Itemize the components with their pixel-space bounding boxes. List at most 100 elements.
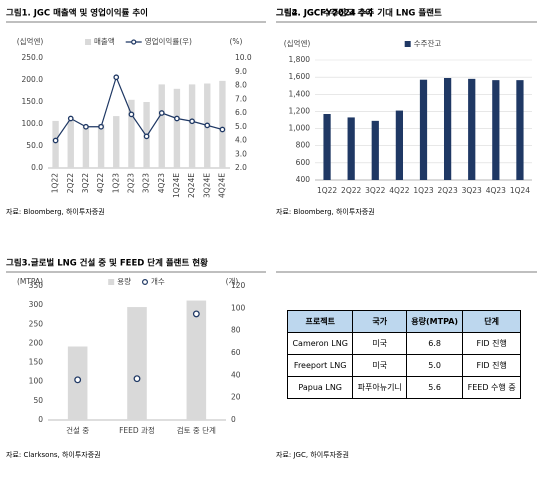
- point: [67, 115, 74, 122]
- y2-axis-label: (%): [230, 37, 243, 46]
- y2-tick-label: 40: [231, 370, 241, 379]
- cell: Papua LNG: [286, 376, 354, 399]
- point: [174, 115, 180, 122]
- y-tick-label: 250: [29, 319, 44, 328]
- bar: [67, 120, 74, 168]
- x-tick-label: 검토 중 단계: [177, 425, 216, 435]
- point: [143, 133, 150, 140]
- y2-axis-label: (개): [226, 276, 239, 286]
- y-tick-label: 800: [296, 141, 311, 150]
- y-tick-label: 50: [33, 396, 43, 405]
- bar: [468, 78, 476, 180]
- point: [133, 375, 141, 383]
- bar: [219, 80, 226, 168]
- chart-title: 그림3.글로벌 LNG 건설 중 및 FEED 단계 플랜트 현황: [6, 258, 208, 269]
- x-tick-label: 1Q24E: [172, 173, 181, 198]
- bar: [395, 110, 404, 180]
- table-source: 자료: JGC, 하이투자증권: [276, 450, 349, 459]
- bar: [52, 120, 59, 168]
- cell: FEED 수행 중: [462, 376, 521, 399]
- point: [74, 376, 82, 384]
- x-tick-label: 3Q23: [142, 173, 151, 193]
- x-tick-label: 4Q23: [486, 186, 506, 195]
- x-tick-label: 4Q22: [389, 186, 409, 195]
- line: [55, 75, 223, 141]
- x-tick-label: 4Q23: [157, 173, 166, 193]
- y-tick-label: 50.0: [26, 141, 43, 150]
- y2-tick-label: 9.0: [235, 67, 247, 76]
- row: Cameron LNG 미국 6.8 FID 진행: [286, 332, 521, 355]
- bar: [128, 99, 135, 168]
- cell: FID 진행: [462, 354, 521, 377]
- y-tick-label: 0: [38, 415, 43, 424]
- y-tick-label: 150.0: [22, 97, 44, 106]
- row: Freeport LNG 미국 5.0 FID 진행: [286, 354, 521, 377]
- x-tick-label: 1Q22: [317, 186, 337, 195]
- x-tick-label: FEED 과정: [119, 425, 155, 435]
- x-tick-label: 2Q23: [438, 186, 458, 195]
- y2-tick-label: 2.0: [235, 163, 247, 172]
- bar: [186, 300, 207, 420]
- cell: Cameron LNG: [286, 332, 354, 355]
- x-tick-label: 건설 중: [66, 425, 89, 435]
- x-tick-label: 1Q23: [111, 173, 120, 193]
- x-tick-label: 3Q22: [365, 186, 385, 195]
- cell: Freeport LNG: [286, 354, 354, 377]
- y2-tick-label: 80: [231, 326, 241, 335]
- header-cell: 용량(MTPA): [406, 310, 464, 333]
- cell: 미국: [352, 354, 408, 377]
- bar: [97, 124, 105, 168]
- point: [192, 310, 200, 318]
- header-cell: 프로젝트: [286, 310, 354, 333]
- bar: [347, 117, 355, 180]
- y-tick-label: 200.0: [22, 75, 44, 84]
- cell: 미국: [352, 332, 408, 355]
- bar: [371, 120, 379, 180]
- legend-label: 개수: [151, 276, 165, 286]
- cell: 6.8: [406, 332, 464, 355]
- point: [98, 123, 104, 130]
- bar: [113, 116, 120, 168]
- x-tick-label: 2Q22: [341, 186, 361, 195]
- cell: 5.0: [406, 354, 464, 377]
- legend-label: 영업이익률(우): [145, 36, 192, 46]
- point: [52, 137, 59, 144]
- x-tick-label: 2Q24E: [187, 173, 196, 198]
- y-tick-label: 250.0: [22, 53, 44, 62]
- y-tick-label: 300: [29, 300, 44, 309]
- bar: [492, 80, 500, 180]
- y2-tick-label: 10.0: [235, 53, 252, 62]
- cell: FID 진행: [462, 332, 521, 355]
- x-tick-label: 3Q23: [462, 186, 482, 195]
- x-tick-label: 3Q24E: [202, 173, 211, 198]
- chart-title: 그림2. JGC 수주잔고 추이: [276, 8, 373, 19]
- y-tick-label: 400: [296, 175, 311, 184]
- x-tick-label: 2Q23: [126, 173, 135, 193]
- chart-title: 그림1. JGC 매출액 및 영업이익률 추이: [6, 8, 148, 19]
- y2-tick-label: 3.0: [235, 149, 247, 158]
- y2-tick-label: 8.0: [235, 81, 247, 90]
- header-cell: 국가: [352, 310, 408, 333]
- y-tick-label: 0.0: [31, 163, 43, 172]
- y-tick-label: 1,800: [289, 55, 311, 64]
- x-tick-label: 2Q22: [66, 173, 75, 193]
- header-row: 프로젝트 국가 용량(MTPA) 단계: [286, 310, 521, 333]
- x-tick-label: 1Q23: [413, 186, 433, 195]
- plant-table: 프로젝트 국가 용량(MTPA) 단계 Cameron LNG 미국 6.8 FID …: [286, 310, 521, 399]
- y-axis-label: (십억엔): [17, 36, 44, 46]
- legend-swatch: [131, 39, 137, 45]
- y-tick-label: 100.0: [22, 119, 44, 128]
- y2-tick-label: 5.0: [235, 122, 247, 131]
- y-tick-label: 350: [29, 281, 44, 290]
- x-tick-label: 3Q22: [81, 173, 90, 193]
- y-axis-label: (십억엔): [284, 38, 311, 48]
- y-axis-label: (MTPA): [17, 277, 43, 286]
- x-tick-label: 1Q24: [510, 186, 530, 195]
- legend-swatch: [404, 41, 411, 47]
- x-tick-label: 4Q22: [96, 173, 105, 193]
- x-tick-label: 4Q24E: [217, 173, 226, 198]
- table-title: 그림4. JGCFY2024 수주 기대 LNG 플랜트: [276, 8, 442, 19]
- cell: 5.6: [406, 376, 464, 399]
